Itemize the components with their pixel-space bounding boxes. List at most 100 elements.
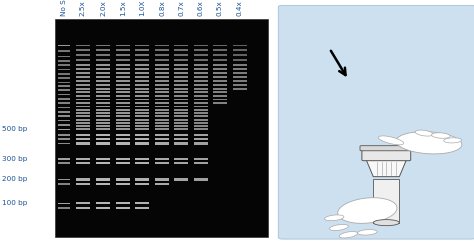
Bar xyxy=(194,125,208,127)
Bar xyxy=(174,54,188,56)
Bar xyxy=(58,82,70,83)
Bar xyxy=(174,84,188,86)
Bar xyxy=(155,125,169,127)
Text: No SPRI: No SPRI xyxy=(61,0,67,16)
Bar xyxy=(213,95,227,97)
Bar xyxy=(213,84,227,86)
Bar xyxy=(76,49,90,51)
Bar xyxy=(155,138,169,140)
Bar xyxy=(58,183,70,185)
Text: 1.5x: 1.5x xyxy=(120,0,126,16)
Bar xyxy=(96,178,110,181)
Bar xyxy=(155,68,169,70)
Bar xyxy=(135,49,149,51)
Bar xyxy=(76,115,90,117)
Bar xyxy=(96,138,110,140)
Bar xyxy=(174,59,188,61)
Bar xyxy=(96,95,110,97)
Ellipse shape xyxy=(431,133,450,138)
Bar xyxy=(135,76,149,78)
Bar xyxy=(116,68,130,70)
Bar xyxy=(76,138,90,140)
Bar xyxy=(194,138,208,140)
Bar xyxy=(96,76,110,78)
Bar xyxy=(135,115,149,117)
Ellipse shape xyxy=(444,138,462,143)
FancyBboxPatch shape xyxy=(362,149,410,161)
Bar xyxy=(155,72,169,74)
Bar xyxy=(213,72,227,74)
Bar xyxy=(213,102,227,104)
Bar xyxy=(76,142,90,144)
Bar xyxy=(96,64,110,66)
Bar xyxy=(116,142,130,144)
Bar xyxy=(174,109,188,111)
Bar xyxy=(233,49,247,51)
Bar xyxy=(116,98,130,100)
Bar xyxy=(155,178,169,181)
Polygon shape xyxy=(366,160,406,177)
Bar xyxy=(194,98,208,100)
Bar xyxy=(135,106,149,107)
Bar xyxy=(213,68,227,70)
Bar xyxy=(96,125,110,127)
Bar xyxy=(116,158,130,160)
Bar xyxy=(76,59,90,61)
Bar xyxy=(76,72,90,74)
Bar xyxy=(76,158,90,160)
Bar xyxy=(174,80,188,82)
Bar xyxy=(174,91,188,93)
Bar xyxy=(58,102,70,104)
Bar xyxy=(116,45,130,46)
Text: 0.5x: 0.5x xyxy=(217,0,223,16)
Bar xyxy=(194,128,208,130)
Text: 0.4x: 0.4x xyxy=(237,0,243,16)
Bar xyxy=(76,95,90,97)
Bar xyxy=(116,115,130,117)
Bar xyxy=(116,91,130,93)
Bar xyxy=(116,112,130,114)
Bar xyxy=(116,84,130,86)
Bar xyxy=(135,119,149,121)
Bar xyxy=(155,106,169,107)
Bar xyxy=(194,119,208,121)
Bar xyxy=(174,102,188,104)
Bar xyxy=(155,91,169,93)
Bar xyxy=(155,142,169,144)
Bar xyxy=(96,158,110,160)
Bar xyxy=(174,68,188,70)
Bar xyxy=(58,115,70,117)
Bar xyxy=(135,183,149,185)
Bar xyxy=(76,109,90,111)
Bar xyxy=(116,207,130,209)
Bar xyxy=(96,162,110,164)
Text: 1.0X: 1.0X xyxy=(139,0,145,16)
Bar xyxy=(194,91,208,93)
Bar xyxy=(174,125,188,127)
Bar xyxy=(213,91,227,93)
Bar xyxy=(76,88,90,90)
Bar xyxy=(96,142,110,144)
Bar xyxy=(58,89,70,91)
Bar xyxy=(174,106,188,107)
Bar xyxy=(194,59,208,61)
Bar xyxy=(58,111,70,113)
Bar xyxy=(135,125,149,127)
Bar xyxy=(155,122,169,124)
Bar xyxy=(116,122,130,124)
Bar xyxy=(76,119,90,121)
Bar xyxy=(96,68,110,70)
Bar xyxy=(135,102,149,104)
Bar xyxy=(76,178,90,181)
Bar xyxy=(76,76,90,78)
Bar xyxy=(135,88,149,90)
Text: 2.0x: 2.0x xyxy=(100,0,106,16)
Bar xyxy=(174,49,188,51)
Bar xyxy=(135,134,149,136)
Bar xyxy=(135,109,149,111)
FancyBboxPatch shape xyxy=(360,146,412,151)
Bar xyxy=(58,94,70,95)
Bar xyxy=(96,207,110,209)
Bar xyxy=(58,179,70,180)
Bar xyxy=(174,98,188,100)
